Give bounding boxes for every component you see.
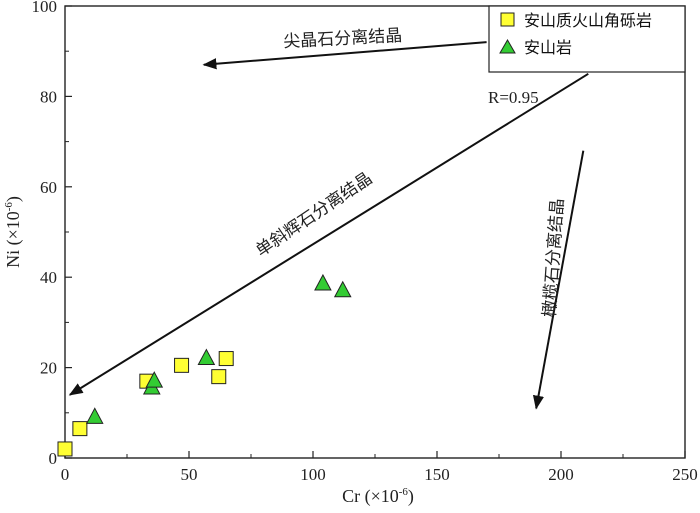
y-axis-title: Ni (×10-6): [3, 196, 24, 268]
olivine-arrow: [532, 150, 585, 410]
y-tick-label-100: 100: [32, 0, 58, 16]
legend-square-marker: [500, 12, 515, 27]
andesite-point-5: [333, 280, 352, 298]
breccia-point-4: [211, 369, 227, 385]
andesite-point-0: [85, 407, 104, 424]
andesite-point-3: [197, 348, 216, 366]
y-tick-label-40: 40: [40, 268, 57, 287]
correlation-label: R=0.95: [488, 88, 539, 107]
x-tick-label-250: 250: [672, 465, 698, 484]
x-axis-title: Cr (×10-6): [342, 486, 414, 507]
data-points: [57, 273, 352, 457]
x-tick-label-50: 50: [181, 465, 198, 484]
clinopyroxene-arrow: [68, 72, 589, 396]
legend-label-andesite: 安山岩: [524, 38, 572, 57]
x-tick-label-200: 200: [548, 465, 574, 484]
breccia-point-1: [72, 421, 88, 437]
fractionation-arrows: [68, 41, 589, 410]
y-tick-label-80: 80: [40, 87, 57, 106]
andesite-point-2: [145, 371, 164, 388]
legend-triangle-marker: [499, 38, 516, 54]
tick-labels: 0 50 100 150 200 250 0 20 40 60 80 100: [32, 0, 698, 484]
legend: 安山质火山角砾岩 安山岩: [488, 5, 686, 73]
breccia-point-3: [174, 357, 190, 373]
y-tick-label-20: 20: [40, 359, 57, 378]
legend-label-breccia: 安山质火山角砾岩: [524, 11, 652, 30]
x-tick-label-0: 0: [61, 465, 70, 484]
spinel-arrow: [202, 41, 487, 70]
plot-area: [64, 5, 686, 459]
x-tick-label-100: 100: [300, 465, 326, 484]
y-tick-label-60: 60: [40, 178, 57, 197]
x-tick-label-150: 150: [424, 465, 450, 484]
breccia-point-5: [218, 351, 234, 367]
breccia-point-0: [57, 441, 73, 457]
andesite-point-4: [314, 273, 332, 291]
legend-box: [488, 5, 686, 73]
y-tick-label-0: 0: [49, 449, 58, 468]
